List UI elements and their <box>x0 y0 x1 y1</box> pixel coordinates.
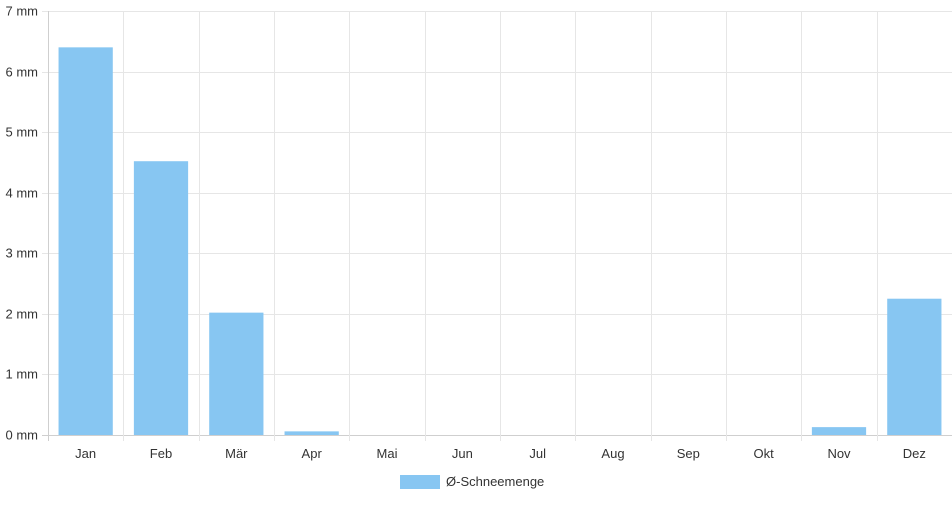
x-tick-label: Apr <box>302 446 323 461</box>
x-tick-label: Dez <box>903 446 926 461</box>
y-tick-label: 6 mm <box>6 65 39 80</box>
x-tick-label: Jul <box>529 446 546 461</box>
x-tick-label: Jan <box>75 446 96 461</box>
bar-feb[interactable] <box>133 161 189 435</box>
y-tick-label: 5 mm <box>6 125 39 140</box>
bar-jan[interactable] <box>58 47 113 435</box>
y-axis-ticks: 0 mm 1 mm 2 mm 3 mm 4 mm 5 mm 6 mm 7 mm <box>6 4 39 443</box>
y-tick-label: 7 mm <box>6 4 39 19</box>
bar-dez[interactable] <box>887 298 942 435</box>
bar-mär[interactable] <box>209 312 264 435</box>
legend-label: Ø-Schneemenge <box>446 474 544 489</box>
y-tick-label: 0 mm <box>6 428 39 443</box>
x-tick-label: Okt <box>754 446 775 461</box>
legend[interactable]: Ø-Schneemenge <box>400 474 544 489</box>
bars <box>58 47 942 435</box>
x-tick-label: Mai <box>377 446 398 461</box>
y-tick-label: 2 mm <box>6 307 39 322</box>
x-axis-ticks: Jan Feb Mär Apr Mai Jun Jul Aug Sep Okt Nov Dez <box>75 446 926 461</box>
x-tick-label: Aug <box>601 446 624 461</box>
x-tick-label: Mär <box>225 446 248 461</box>
x-tick-label: Sep <box>677 446 700 461</box>
x-tick-label: Nov <box>827 446 851 461</box>
grid <box>42 11 952 441</box>
bar-apr[interactable] <box>284 431 339 435</box>
y-tick-label: 1 mm <box>6 367 39 382</box>
bar-nov[interactable] <box>811 427 867 435</box>
x-tick-label: Jun <box>452 446 473 461</box>
x-tick-label: Feb <box>150 446 172 461</box>
y-tick-label: 3 mm <box>6 246 39 261</box>
legend-swatch <box>400 475 440 489</box>
y-tick-label: 4 mm <box>6 186 39 201</box>
